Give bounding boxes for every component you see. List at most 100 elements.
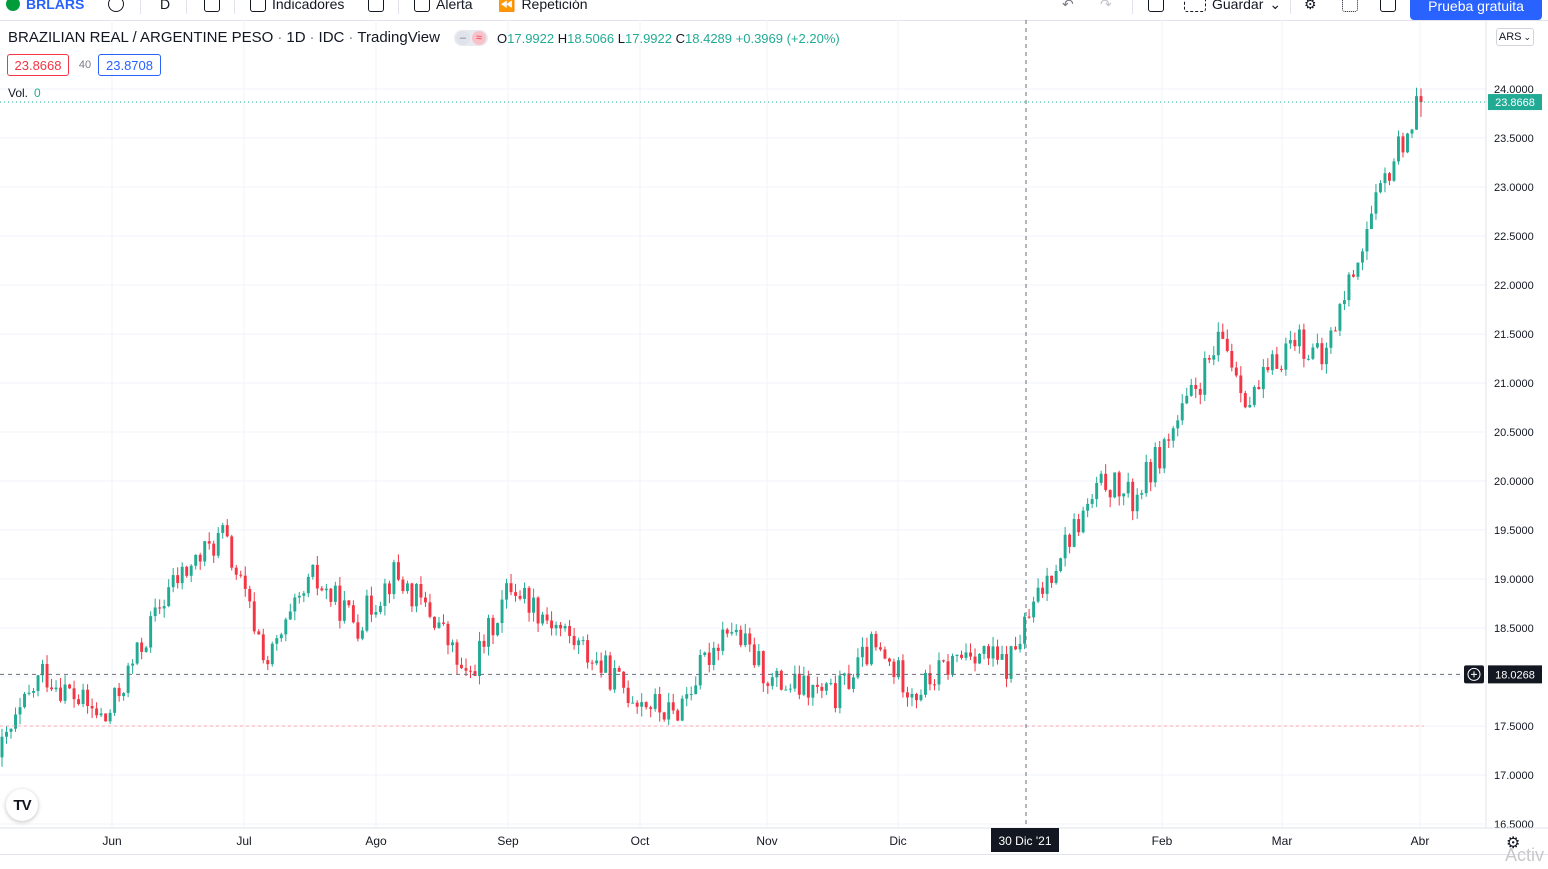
candle-body: [937, 660, 941, 685]
candle-body: [1023, 616, 1027, 644]
candle-body: [234, 567, 238, 575]
y-tick-label: 23.0000: [1494, 182, 1534, 194]
candle-body: [252, 601, 256, 632]
snapshot-button[interactable]: [1380, 0, 1396, 14]
y-tick-label: 22.0000: [1494, 280, 1534, 292]
y-tick-label: 22.5000: [1494, 231, 1534, 243]
candle-body: [1261, 366, 1265, 390]
candle-body: [1207, 358, 1211, 360]
candle-body: [14, 714, 17, 729]
indicators-button[interactable]: Indicadores: [250, 0, 344, 14]
redo-button[interactable]: ↷: [1100, 0, 1112, 14]
candle-body: [761, 651, 765, 684]
candle-body: [743, 633, 747, 646]
candle-body: [347, 600, 351, 606]
undo-button[interactable]: ↶: [1062, 0, 1074, 14]
candle-body: [126, 665, 130, 694]
candle-body: [851, 677, 855, 689]
candle-body: [1311, 347, 1315, 359]
candle-body: [1257, 387, 1261, 390]
candle-body: [1288, 340, 1292, 344]
candle-body: [113, 687, 117, 713]
candle-body: [1415, 96, 1418, 130]
crosshair-price-label: 18.0268: [1495, 669, 1535, 681]
symbol-search[interactable]: BRLARS: [6, 0, 84, 14]
candle-body: [77, 699, 81, 704]
candle-body: [1018, 643, 1022, 650]
sell-button[interactable]: 23.8668: [7, 54, 69, 76]
y-tick-label: 23.5000: [1494, 133, 1534, 145]
legend-separator: ·: [348, 29, 354, 46]
currency-select[interactable]: ARS ⌄: [1496, 28, 1534, 46]
candle-body: [856, 657, 860, 678]
candle-body: [730, 632, 734, 634]
candle-body: [982, 646, 986, 654]
candle-body: [964, 652, 968, 658]
candle-body: [1000, 654, 1004, 660]
candles: [0, 20, 1486, 828]
candle-body: [599, 660, 603, 673]
free-trial-button[interactable]: Prueba gratuita: [1410, 0, 1542, 20]
candle-body: [460, 664, 463, 669]
tradingview-logo[interactable]: TV: [6, 789, 38, 821]
candle-body: [1068, 534, 1072, 547]
fullscreen-button[interactable]: [1342, 0, 1358, 14]
y-tick-label: 19.0000: [1494, 574, 1534, 586]
save-button[interactable]: Guardar ⌄: [1184, 0, 1281, 14]
candle-body: [487, 617, 490, 647]
candle-body: [50, 687, 54, 690]
candle-body: [1369, 213, 1373, 229]
compare-button[interactable]: [108, 0, 124, 14]
candle-body: [469, 670, 472, 672]
candle-body: [437, 622, 441, 628]
candle-body: [356, 622, 360, 639]
alert-button[interactable]: Alerta: [414, 0, 473, 14]
candle-body: [536, 597, 540, 624]
candle-body: [987, 646, 991, 659]
candle-body: [532, 597, 536, 613]
candle-body: [924, 672, 927, 695]
y-tick-label: 16.5000: [1494, 819, 1534, 831]
candle-body: [144, 647, 148, 652]
candle-body: [1153, 447, 1157, 483]
candle-body: [662, 712, 666, 720]
legend-separator: ·: [309, 29, 315, 46]
candle-body: [878, 647, 882, 650]
candle-body: [5, 731, 8, 737]
candle-body: [333, 585, 337, 602]
candle-body: [365, 595, 369, 631]
candle-body: [541, 614, 545, 624]
bottom-panel: [0, 854, 1548, 869]
price-chart[interactable]: 16.500017.000017.500018.000018.500019.00…: [0, 20, 1548, 854]
legend-toggle[interactable]: – ≈: [453, 29, 488, 46]
candle-body: [613, 667, 617, 690]
templates-button[interactable]: [368, 0, 384, 14]
candle-body: [311, 564, 315, 577]
buy-button[interactable]: 23.8708: [98, 54, 161, 76]
candle-body: [0, 736, 4, 758]
layout-button[interactable]: [1148, 0, 1164, 14]
activation-watermark: Activ: [1505, 845, 1545, 865]
candle-body: [1005, 654, 1009, 679]
candle-body: [23, 693, 26, 708]
candle-body: [1329, 330, 1333, 348]
candle-body: [149, 616, 153, 648]
interval-label: D: [160, 0, 171, 12]
candle-body: [1086, 503, 1090, 511]
candle-body: [1410, 129, 1414, 134]
candle-body: [838, 675, 842, 709]
undo-icon: ↶: [1062, 0, 1074, 12]
candle-body: [176, 575, 180, 584]
settings-button[interactable]: ⚙: [1304, 0, 1317, 14]
candle-body: [1230, 350, 1234, 368]
replay-button[interactable]: ⏪ Repetición: [498, 0, 588, 14]
candle-body: [324, 588, 328, 591]
candle-body: [261, 634, 265, 661]
chart-type-button[interactable]: [204, 0, 220, 14]
candle-body: [207, 541, 211, 544]
gear-icon[interactable]: ⚙: [1506, 835, 1521, 852]
candle-body: [473, 671, 477, 676]
candle-body: [905, 692, 909, 698]
candle-body: [1243, 393, 1247, 408]
interval-button[interactable]: D: [160, 0, 170, 14]
